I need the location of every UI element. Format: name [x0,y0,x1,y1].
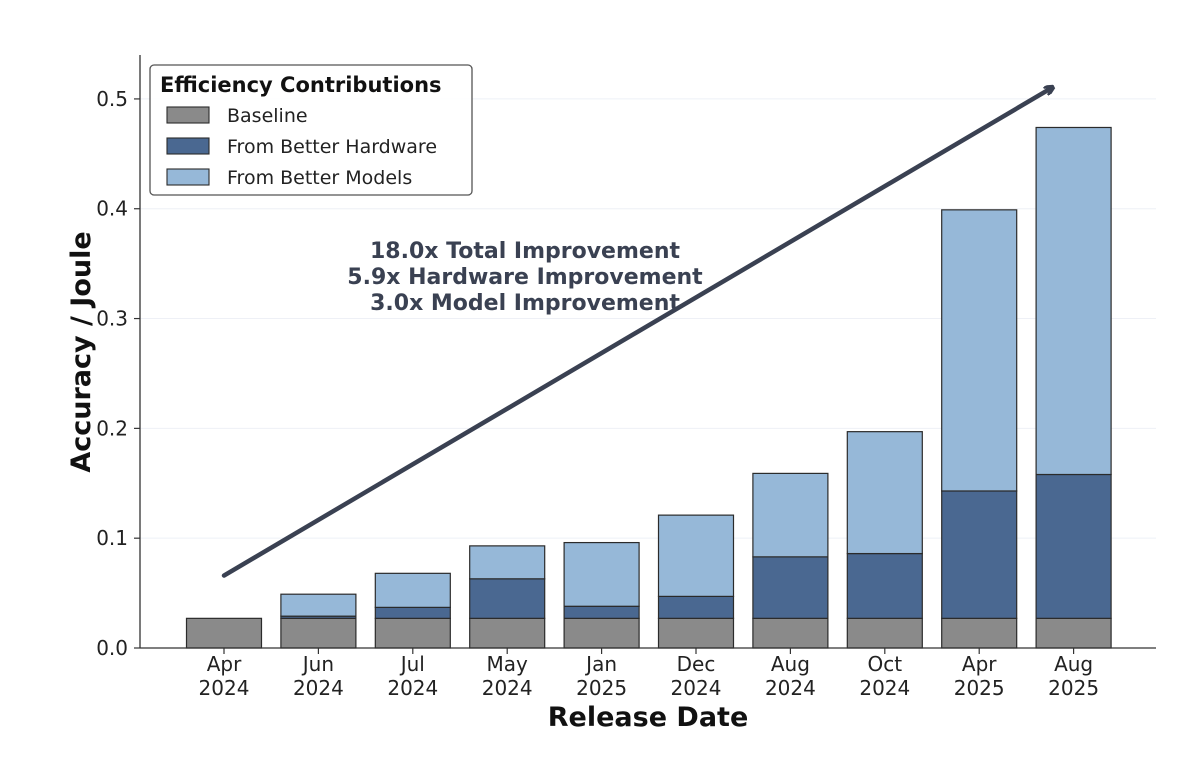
bar-segment-from-better-models [280,593,357,617]
bar-segment-from-better-models [469,545,546,580]
bar-segment-from-better-hardware [1035,473,1112,619]
legend-box [149,64,473,196]
bar-segment-baseline [941,617,1018,649]
legend-label: From Better Models [227,167,412,189]
bar-segment-from-better-models [374,572,451,608]
legend-swatch [166,168,210,186]
y-axis-label: Accuracy / Joule [66,231,97,472]
x-tick-label-year: 2025 [954,676,1005,700]
annotation-line-1: 18.0x Total Improvement [370,239,680,264]
bar-segment-from-better-hardware [374,606,451,619]
x-tick-label-month: Apr [962,652,997,676]
x-tick-label-year: 2024 [293,676,344,700]
y-tick-label: 0.1 [96,526,128,550]
x-tick-label-month: Apr [207,652,242,676]
bar-segment-from-better-models [752,472,829,558]
bar-segment-baseline [1035,617,1112,649]
x-tick-label-year: 2024 [765,676,816,700]
bar-segment-baseline [185,617,263,649]
bar-segment-from-better-models [657,514,735,597]
y-tick-label: 0.2 [96,416,128,440]
legend-label: From Better Hardware [227,136,437,158]
bar-segment-from-better-models [941,209,1018,492]
bar-segment-from-better-models [1035,126,1112,476]
y-tick-label: 0.5 [96,87,128,111]
legend-swatch [166,106,210,124]
y-tick-label: 0.4 [96,197,128,221]
bar-segment-baseline [846,617,923,649]
annotation-line-2: 5.9x Hardware Improvement [347,265,703,290]
x-tick-label-year: 2025 [1048,676,1099,700]
bar-segment-baseline [469,617,546,649]
x-tick-label-year: 2024 [671,676,722,700]
x-tick-label-month: Aug [771,652,810,676]
x-tick-label-year: 2024 [482,676,533,700]
x-tick-label-year: 2025 [576,676,627,700]
x-tick-label-month: Jan [584,652,617,676]
y-tick-label: 0.3 [96,307,128,331]
legend-swatch [166,137,210,155]
x-tick-label-year: 2024 [859,676,910,700]
x-tick-label-month: Jun [301,652,334,676]
bar-segment-from-better-hardware [941,490,1018,619]
bar-segment-baseline [657,617,735,649]
bar-segment-from-better-hardware [563,605,640,619]
bar-segment-baseline [752,617,829,649]
bar-segment-baseline [280,617,357,649]
bar-segment-from-better-models [563,541,640,607]
trend-arrow [221,88,1052,578]
bar-segment-from-better-models [846,431,923,555]
x-tick-label-month: Dec [677,652,716,676]
x-axis-label: Release Date [548,702,749,733]
bar-segment-baseline [374,617,451,649]
bar-segment-from-better-hardware [846,552,923,619]
bar-segment-from-better-hardware [657,595,735,619]
y-tick-label: 0.0 [96,636,128,660]
x-tick-label-year: 2024 [199,676,250,700]
x-tick-label-year: 2024 [387,676,438,700]
legend-title: Efficiency Contributions [160,73,442,97]
legend-label: Baseline [227,105,308,127]
x-tick-label-month: May [487,652,529,676]
x-tick-label-month: Aug [1054,652,1093,676]
bar-segment-from-better-hardware [752,556,829,619]
x-tick-label-month: Jul [399,652,425,676]
bar-segment-from-better-hardware [469,578,546,619]
x-tick-label-month: Oct [868,652,903,676]
bar-segment-baseline [563,617,640,649]
annotation-line-3: 3.0x Model Improvement [370,291,680,316]
